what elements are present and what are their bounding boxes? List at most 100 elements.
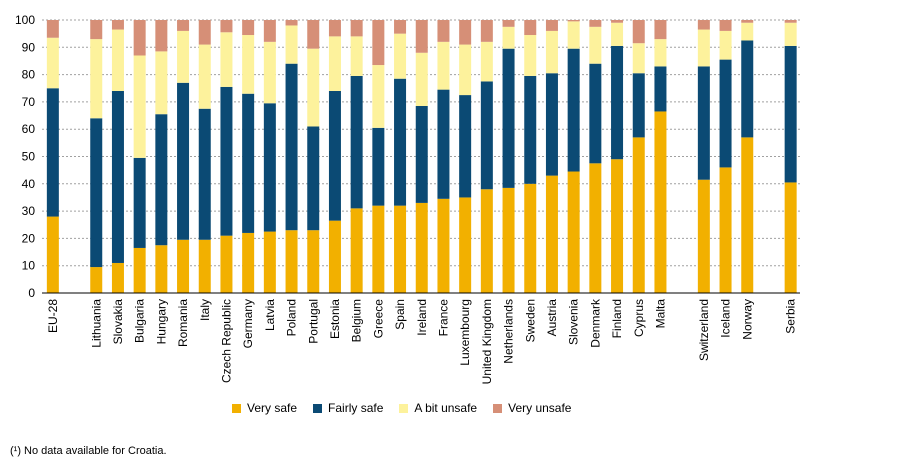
bar-fairly-safe-france xyxy=(437,89,450,199)
bar-very-safe-cyprus xyxy=(632,137,645,293)
bar-very-safe-netherlands xyxy=(502,187,515,293)
x-tick-label: Bulgaria xyxy=(133,299,147,343)
bar-very-safe-poland xyxy=(285,230,298,293)
bar-very-safe-switzerland xyxy=(697,179,710,293)
bar-a-bit-unsafe-eu-28 xyxy=(46,37,59,89)
bar-a-bit-unsafe-luxembourg xyxy=(459,44,472,96)
bar-fairly-safe-slovakia xyxy=(111,90,124,263)
bar-a-bit-unsafe-germany xyxy=(242,35,255,94)
bar-a-bit-unsafe-lithuania xyxy=(90,39,103,119)
bar-very-unsafe-latvia xyxy=(263,20,276,42)
bar-fairly-safe-italy xyxy=(198,108,211,240)
stacked-bar-chart: 0 10 20 30 40 50 60 70 80 90 100 EU-28 Lithuania Slo… xyxy=(15,13,800,384)
bar-fairly-safe-hungary xyxy=(155,114,168,246)
bar-very-safe-finland xyxy=(611,159,624,293)
y-tick-label: 90 xyxy=(22,40,36,54)
y-axis: 0 10 20 30 40 50 60 70 80 90 100 xyxy=(15,13,35,300)
x-tick-label: Estonia xyxy=(328,299,342,339)
bar-a-bit-unsafe-belgium xyxy=(350,36,363,76)
x-tick-label: Romania xyxy=(176,299,190,347)
y-tick-label: 40 xyxy=(22,177,36,191)
x-tick-label: Switzerland xyxy=(697,299,711,361)
bar-a-bit-unsafe-bulgaria xyxy=(133,55,146,158)
bar-a-bit-unsafe-poland xyxy=(285,25,298,64)
x-tick-label: Netherlands xyxy=(502,299,516,364)
bar-a-bit-unsafe-sweden xyxy=(524,35,537,76)
bar-a-bit-unsafe-france xyxy=(437,41,450,90)
bar-very-unsafe-estonia xyxy=(328,20,341,37)
x-tick-label: Sweden xyxy=(523,299,537,342)
x-tick-label: Czech Republic xyxy=(219,299,233,383)
bar-a-bit-unsafe-netherlands xyxy=(502,26,515,49)
y-tick-label: 70 xyxy=(22,95,36,109)
bar-very-unsafe-ireland xyxy=(415,20,428,53)
x-tick-label: Iceland xyxy=(719,299,733,338)
legend-item-very-safe: Very safe xyxy=(232,401,297,415)
bar-fairly-safe-switzerland xyxy=(697,66,710,180)
bar-fairly-safe-norway xyxy=(741,40,754,138)
y-tick-label: 30 xyxy=(22,204,36,218)
bar-very-safe-greece xyxy=(372,205,385,293)
bar-very-unsafe-czech-republic xyxy=(220,20,233,33)
x-tick-label: Cyprus xyxy=(632,299,646,337)
x-tick-label: Luxembourg xyxy=(458,299,472,366)
bar-a-bit-unsafe-greece xyxy=(372,65,385,128)
x-tick-label: Germany xyxy=(241,299,255,348)
x-tick-label: Norway xyxy=(740,299,754,340)
bar-very-safe-bulgaria xyxy=(133,247,146,293)
legend-item-very-unsafe: Very unsafe xyxy=(493,401,571,415)
bar-fairly-safe-slovenia xyxy=(567,48,580,172)
bar-fairly-safe-sweden xyxy=(524,75,537,184)
bar-a-bit-unsafe-finland xyxy=(611,22,624,46)
legend-item-fairly-safe: Fairly safe xyxy=(313,401,383,415)
x-tick-label: Serbia xyxy=(784,299,798,334)
bar-very-unsafe-netherlands xyxy=(502,20,515,27)
bar-a-bit-unsafe-norway xyxy=(741,22,754,41)
x-tick-label: Spain xyxy=(393,299,407,330)
bar-a-bit-unsafe-czech-republic xyxy=(220,32,233,87)
bar-a-bit-unsafe-malta xyxy=(654,39,667,67)
x-tick-label: Lithuania xyxy=(89,299,103,348)
bar-a-bit-unsafe-cyprus xyxy=(632,43,645,74)
bar-fairly-safe-germany xyxy=(242,93,255,233)
bar-a-bit-unsafe-spain xyxy=(394,33,407,79)
bar-very-unsafe-belgium xyxy=(350,20,363,37)
bar-fairly-safe-poland xyxy=(285,63,298,231)
bar-very-safe-norway xyxy=(741,137,754,293)
x-axis: EU-28 Lithuania Slovakia Bulgaria Hungary Rom… xyxy=(42,292,800,384)
bar-fairly-safe-bulgaria xyxy=(133,157,146,248)
bar-very-unsafe-hungary xyxy=(155,20,168,52)
x-tick-label: Hungary xyxy=(154,299,168,344)
x-tick-label: Malta xyxy=(653,299,667,329)
bar-very-unsafe-italy xyxy=(198,20,211,45)
bar-very-unsafe-germany xyxy=(242,20,255,36)
bar-fairly-safe-portugal xyxy=(307,126,320,231)
bar-very-unsafe-norway xyxy=(741,20,754,23)
bar-very-unsafe-poland xyxy=(285,20,298,26)
bar-a-bit-unsafe-iceland xyxy=(719,30,732,60)
bar-fairly-safe-latvia xyxy=(263,103,276,232)
x-tick-label: Finland xyxy=(610,299,624,338)
bar-very-safe-latvia xyxy=(263,231,276,293)
bar-a-bit-unsafe-slovakia xyxy=(111,29,124,91)
bar-fairly-safe-lithuania xyxy=(90,118,103,268)
legend-label-fairly-safe: Fairly safe xyxy=(328,401,384,415)
bar-very-unsafe-sweden xyxy=(524,20,537,36)
bar-very-safe-eu-28 xyxy=(46,216,59,293)
x-tick-label: EU-28 xyxy=(46,299,60,333)
x-tick-label: Latvia xyxy=(263,299,277,331)
bar-very-safe-estonia xyxy=(328,220,341,293)
bar-very-safe-romania xyxy=(177,239,190,293)
bar-very-safe-germany xyxy=(242,232,255,293)
bar-very-safe-belgium xyxy=(350,208,363,293)
bar-a-bit-unsafe-switzerland xyxy=(697,29,710,67)
bar-very-unsafe-spain xyxy=(394,20,407,34)
y-tick-label: 60 xyxy=(22,122,36,136)
bars xyxy=(46,20,797,293)
bar-fairly-safe-eu-28 xyxy=(46,88,59,217)
bar-very-unsafe-serbia xyxy=(784,20,797,23)
bar-very-unsafe-slovakia xyxy=(111,20,124,30)
bar-fairly-safe-malta xyxy=(654,66,667,112)
bar-very-unsafe-denmark xyxy=(589,20,602,27)
bar-fairly-safe-ireland xyxy=(415,105,428,203)
